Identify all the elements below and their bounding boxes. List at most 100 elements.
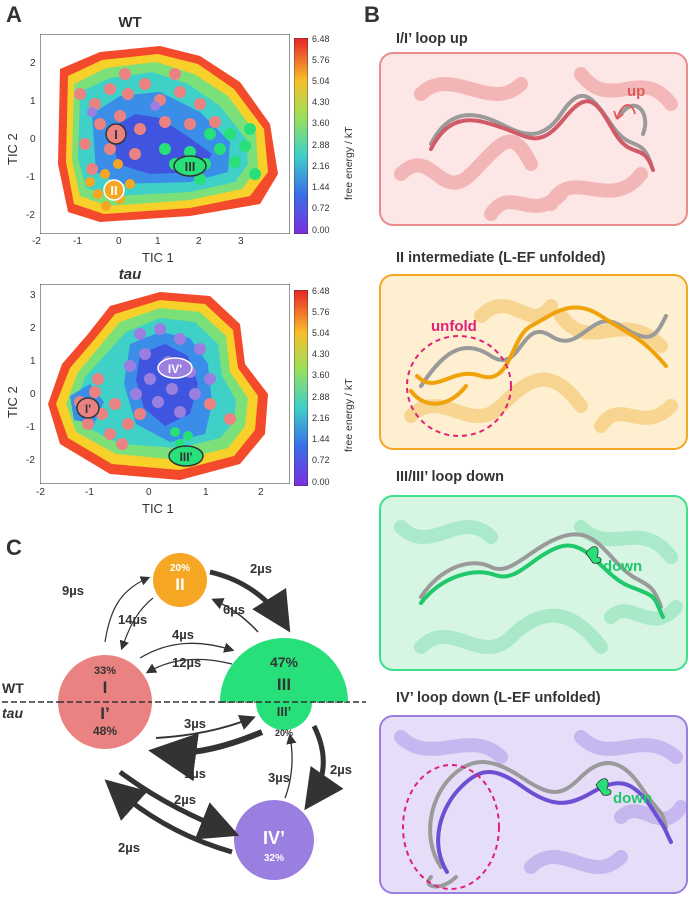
rate-iiip-to-ivp: 2µs xyxy=(330,762,352,777)
panel-label-b: B xyxy=(364,2,380,27)
structure-panel-i: up xyxy=(379,52,688,226)
tau-ytick: 3 xyxy=(30,290,36,301)
protein-structure-image: down xyxy=(394,520,683,654)
tau-ytick: 1 xyxy=(30,356,36,367)
wt-xtick: 1 xyxy=(155,236,161,247)
tau-state-i-prime-label: I' xyxy=(85,402,91,416)
tau-ytick: 0 xyxy=(30,389,36,400)
arrow-i-to-iii xyxy=(139,642,235,659)
tau-state-iii-prime-marker xyxy=(168,445,204,467)
tau-row-label: tau xyxy=(2,705,23,721)
rate-iiip-to-ip: 1µs xyxy=(184,766,206,781)
wt-ytick: 2 xyxy=(30,58,36,69)
arrow-i-to-ii xyxy=(104,576,151,643)
structure-title: II intermediate (L-EF unfolded) xyxy=(396,250,606,266)
wt-state-iii-marker xyxy=(173,155,207,177)
structure-annotation-down: down xyxy=(613,790,652,807)
rate-ivp-to-ip: 2µs xyxy=(118,840,140,855)
wt-state-i-label: I xyxy=(114,127,118,142)
state-ii-node xyxy=(153,553,207,607)
tau-state-points xyxy=(74,323,236,450)
state-iii-prime-pct: 20% xyxy=(274,728,293,738)
arrow-ivp-to-ip xyxy=(104,779,233,855)
arrow-iii-to-i xyxy=(145,658,233,674)
wt-free-energy-heatmap: I II III xyxy=(40,34,290,234)
state-iv-prime-pct: 32% xyxy=(263,853,284,864)
structure-annotation-down: down xyxy=(603,558,642,575)
arrow-iii-to-ii xyxy=(211,598,259,633)
rate-ivp-to-iiip: 3µs xyxy=(268,770,290,785)
tau-xtick: 0 xyxy=(146,487,152,498)
rate-iii-to-i: 12µs xyxy=(172,655,202,670)
wt-colorbar-ticks: 6.48 5.76 5.04 4.30 3.60 2.88 2.16 1.44 … xyxy=(312,34,330,235)
wt-xtick: 2 xyxy=(196,236,202,247)
protein-structure-image: up xyxy=(394,67,678,221)
tau-state-iii-prime-label: III' xyxy=(180,450,193,464)
wt-state-iii-label: III xyxy=(185,159,196,174)
wt-ytick: 0 xyxy=(30,134,36,145)
rate-i-to-ii: 9µs xyxy=(62,583,84,598)
tau-colorbar-label: free energy / kT xyxy=(343,378,355,452)
wt-state-ii-marker xyxy=(103,179,125,201)
panel-label-a: A xyxy=(6,2,22,27)
arrow-ii-to-i xyxy=(119,597,154,651)
tau-xlabel: TIC 1 xyxy=(142,501,174,516)
tau-ytick: -1 xyxy=(26,422,35,433)
state-ii-pct: 20% xyxy=(169,563,190,574)
structure-annotation-unfold: unfold xyxy=(431,318,477,335)
structure-panel-iii: down xyxy=(379,495,688,671)
wt-colorbar-label: free energy / kT xyxy=(343,126,355,200)
tau-state-iv-prime-label: IV' xyxy=(168,362,182,376)
state-iv-prime-label: IV’ xyxy=(262,828,285,848)
arrow-ii-to-iii xyxy=(209,569,291,633)
rate-ii-to-i: 14µs xyxy=(118,612,148,627)
rate-i-to-iii: 4µs xyxy=(172,627,194,642)
wt-xlabel: TIC 1 xyxy=(142,250,174,265)
tau-state-i-prime-marker xyxy=(76,397,100,419)
rate-ip-to-ivp: 2µs xyxy=(174,792,196,807)
wt-state-points xyxy=(74,68,261,211)
wt-ytick: -1 xyxy=(26,172,35,183)
tau-colorbar-ticks: 6.48 5.76 5.04 4.30 3.60 2.88 2.16 1.44 … xyxy=(312,286,330,487)
wt-xtick: 3 xyxy=(238,236,244,247)
structure-panel-ii: unfold xyxy=(379,274,688,450)
rate-ii-to-iii: 2µs xyxy=(250,561,272,576)
state-iv-prime-node xyxy=(234,800,314,880)
wt-xtick: 0 xyxy=(116,236,122,247)
structure-title: I/I’ loop up xyxy=(396,31,468,47)
arrow-iiip-to-ip xyxy=(148,729,264,781)
wt-xtick: -2 xyxy=(32,236,41,247)
structure-panel-iv: unfold down xyxy=(379,715,688,894)
tau-xtick: 2 xyxy=(258,487,264,498)
wt-row-label: WT xyxy=(2,680,24,696)
panel-label-c: C xyxy=(6,535,22,560)
tau-ytick: 2 xyxy=(30,323,36,334)
tau-colorbar xyxy=(294,290,308,486)
rate-ip-to-iiip: 3µs xyxy=(184,716,206,731)
tau-ylabel: TIC 2 xyxy=(5,386,20,418)
wt-colorbar xyxy=(294,38,308,234)
state-iii-prime-node xyxy=(256,702,312,730)
structure-annotation-up: up xyxy=(627,83,645,100)
state-i-pct: 33% xyxy=(93,665,117,677)
wt-xtick: -1 xyxy=(73,236,82,247)
tau-xtick: 1 xyxy=(203,487,209,498)
tau-state-iv-prime-marker xyxy=(157,357,193,379)
wt-ylabel: TIC 2 xyxy=(5,133,20,165)
state-i-prime-label: I’ xyxy=(100,704,110,723)
arrow-ivp-to-iiip xyxy=(284,733,297,799)
tau-ytick: -2 xyxy=(26,455,35,466)
tau-xtick: -1 xyxy=(85,487,94,498)
wt-ytick: 1 xyxy=(30,96,36,107)
wt-heatmap-title: WT xyxy=(118,14,142,31)
wt-ytick: -2 xyxy=(26,210,35,221)
protein-structure-image: unfold xyxy=(404,299,678,437)
state-iii-prime-label: III’ xyxy=(276,704,292,719)
state-iii-pct: 47% xyxy=(269,654,299,670)
state-iii-node xyxy=(220,638,348,702)
tau-heatmap-title: tau xyxy=(118,266,142,283)
structure-title: IV’ loop down (L-EF unfolded) xyxy=(396,690,601,706)
rate-iii-to-ii: 6µs xyxy=(223,602,245,617)
state-i-label: I xyxy=(102,678,108,697)
wt-state-i-marker xyxy=(105,123,127,145)
